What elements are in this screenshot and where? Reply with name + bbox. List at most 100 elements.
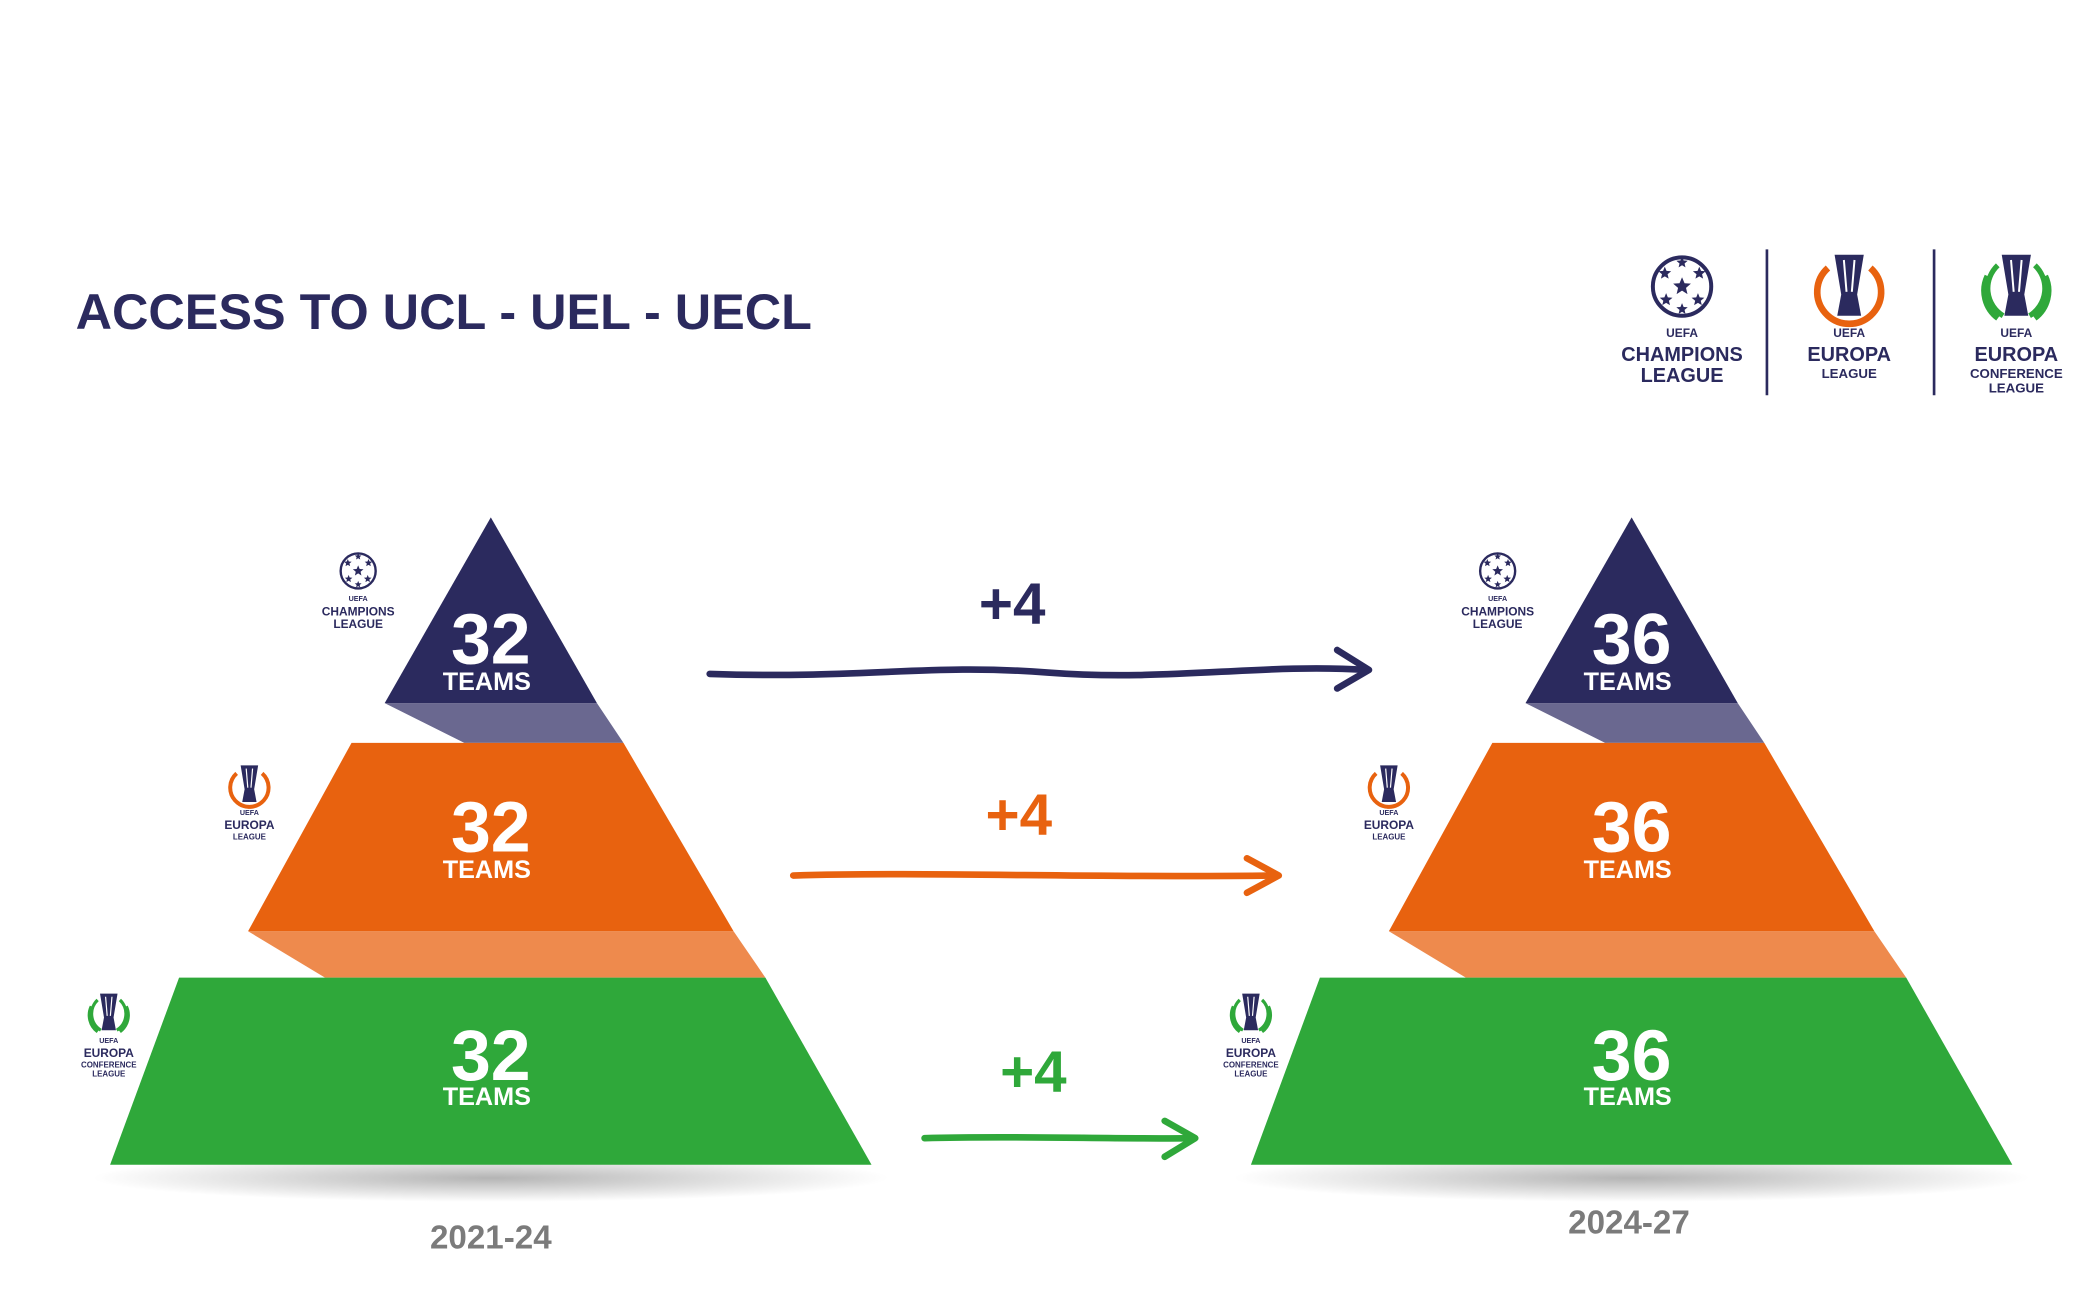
shadow — [1233, 1154, 2030, 1202]
logo-text: LEAGUE — [1641, 365, 1724, 387]
logo-trophy — [100, 993, 118, 1031]
change-label: +4 — [979, 571, 1046, 636]
logo-star — [1676, 303, 1688, 314]
logo-star — [1692, 266, 1706, 279]
logo-text: CHAMPIONS — [1621, 344, 1742, 366]
logo-text: EUROPA — [1364, 818, 1415, 832]
logo-text: EUROPA — [84, 1046, 135, 1060]
tier-uel — [1388, 742, 1875, 932]
logo-star — [354, 580, 362, 588]
logo-text: LEAGUE — [1822, 366, 1877, 381]
logo-star — [344, 574, 353, 583]
tier-uecl — [110, 977, 872, 1165]
logo-arc — [228, 771, 271, 809]
logo-text: LEAGUE — [233, 832, 266, 841]
logo-trophy-detail — [1385, 768, 1393, 788]
logo-trophy-detail — [1842, 259, 1856, 292]
logo-arc — [87, 998, 130, 1034]
shadow — [92, 1154, 889, 1202]
team-unit: TEAMS — [443, 668, 531, 696]
tier-ucl — [384, 517, 597, 704]
logo-badge: UEFA — [1833, 326, 1865, 340]
logo-text: CONFERENCE — [81, 1061, 137, 1070]
logo-star — [1691, 293, 1705, 306]
logo-text: CONFERENCE — [1970, 366, 2063, 381]
arrow — [706, 665, 1370, 679]
logo-star — [1503, 574, 1512, 583]
logo-trophy-detail — [1247, 996, 1255, 1016]
logo-star — [363, 574, 372, 583]
logo-badge: UEFA — [349, 595, 368, 603]
arrow — [789, 870, 1281, 880]
logo-star — [1658, 266, 1672, 279]
logo-arc — [1367, 771, 1410, 809]
logo-trophy-detail — [2010, 259, 2023, 292]
logo-text: CHAMPIONS — [1461, 605, 1534, 619]
logo-arc — [1229, 998, 1272, 1034]
logo-star — [1494, 553, 1502, 560]
logo-star — [364, 559, 373, 567]
team-unit: TEAMS — [1584, 1083, 1672, 1111]
logo-trophy — [1242, 993, 1260, 1031]
logo-text: LEAGUE — [1989, 381, 2044, 396]
team-count: 32 — [451, 599, 531, 679]
team-count: 36 — [1592, 599, 1672, 679]
logo-badge: UEFA — [1241, 1037, 1260, 1045]
logo-star — [354, 553, 362, 560]
logo-text: LEAGUE — [1372, 832, 1405, 841]
logo-star — [1484, 574, 1492, 583]
logo-trophy-detail — [104, 996, 113, 1016]
logo-text: EUROPA — [1807, 344, 1891, 366]
logo-trophy — [1834, 254, 1864, 316]
period-label: 2021-24 — [430, 1219, 552, 1256]
team-unit: TEAMS — [443, 856, 531, 884]
logo-star — [1483, 559, 1492, 567]
logo-badge: UEFA — [99, 1037, 118, 1045]
period-label: 2024-27 — [1568, 1205, 1690, 1242]
logo-text: LEAGUE — [333, 617, 383, 631]
logo-arc — [1813, 265, 1885, 328]
team-count: 32 — [451, 1016, 531, 1096]
logo-star — [1494, 580, 1502, 588]
team-count: 36 — [1592, 1016, 1672, 1096]
logo-trophy — [240, 765, 259, 803]
logo-arc — [1981, 263, 2052, 321]
tier-uecl — [1250, 977, 2013, 1165]
connector — [384, 703, 624, 743]
logo-badge: UEFA — [1488, 595, 1507, 603]
change-label: +4 — [986, 782, 1053, 847]
logo-badge: UEFA — [1379, 809, 1398, 817]
arrow-head — [1161, 1117, 1199, 1161]
arrow-head — [1333, 646, 1373, 692]
team-count: 32 — [451, 788, 531, 868]
logo-star — [1659, 293, 1673, 306]
logo-trophy — [1380, 765, 1398, 803]
logo-badge: UEFA — [1666, 326, 1698, 340]
logo-text: EUROPA — [1226, 1046, 1277, 1060]
logo-star — [1492, 565, 1503, 576]
arrow — [921, 1133, 1198, 1142]
logo-star — [1673, 277, 1691, 295]
logo-text: LEAGUE — [92, 1069, 125, 1078]
team-count: 36 — [1592, 788, 1672, 868]
connector — [248, 931, 766, 978]
logo-text: EUROPA — [224, 818, 275, 832]
connector — [1388, 931, 1907, 978]
team-unit: TEAMS — [443, 1083, 531, 1111]
logo-star — [1504, 559, 1512, 567]
title: ACCESS TO UCL - UEL - UECL — [76, 283, 812, 340]
logo-star — [343, 559, 352, 567]
logo-badge: UEFA — [240, 809, 259, 817]
